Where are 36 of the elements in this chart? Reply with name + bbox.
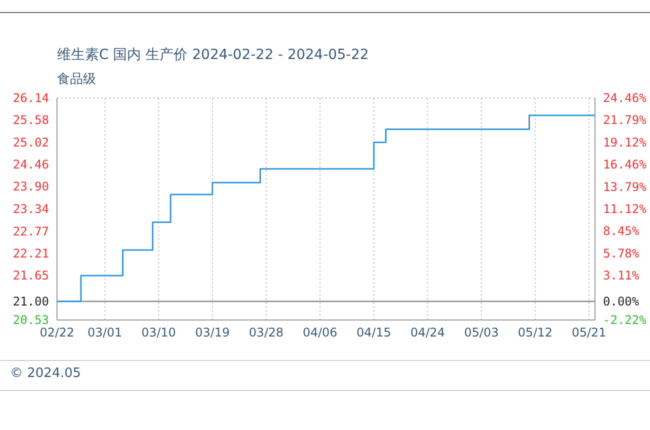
x-tick-label: 05/12 xyxy=(518,326,553,340)
x-tick-label: 03/10 xyxy=(141,326,176,340)
chart-title: 维生素C 国内 生产价 2024-02-22 - 2024-05-22 xyxy=(57,46,369,64)
y-tick-label: 24.46 xyxy=(12,157,49,172)
y-tick-label: 26.14 xyxy=(12,91,49,105)
y2-tick-label: -2.22% xyxy=(603,313,648,327)
x-tick-label: 03/01 xyxy=(88,326,122,340)
y-tick-label: 23.34 xyxy=(12,202,49,216)
y2-tick-label: 13.79% xyxy=(603,180,648,194)
y2-tick-label: 8.45% xyxy=(603,224,640,238)
y2-tick-label: 21.79% xyxy=(603,113,648,128)
y-tick-label: 22.21 xyxy=(12,246,49,261)
chart-subtitle: 食品级 xyxy=(57,71,96,88)
x-tick-label: 03/28 xyxy=(248,326,284,340)
text: © 2024.05 xyxy=(10,366,81,381)
y-tick-label: 23.90 xyxy=(12,180,49,194)
y-tick-label: 25.58 xyxy=(12,113,49,128)
x-tick-label: 05/21 xyxy=(572,326,606,340)
y2-tick-label: 3.11% xyxy=(603,268,640,283)
y2-tick-label: 0.00% xyxy=(603,294,640,309)
y-tick-label: 25.02 xyxy=(12,135,49,150)
y-tick-label: 22.77 xyxy=(12,224,49,238)
y2-tick-label: 11.12% xyxy=(603,202,648,216)
x-tick-label: 04/15 xyxy=(356,326,392,340)
y2-tick-label: 19.12% xyxy=(603,135,648,150)
y-tick-label: 20.53 xyxy=(12,313,49,327)
y-tick-label: 21.00 xyxy=(12,294,49,308)
y2-tick-label: 16.46% xyxy=(603,158,648,172)
x-tick-label: 04/24 xyxy=(410,326,445,340)
x-tick-label: 05/03 xyxy=(464,326,499,340)
y2-tick-label: 5.78% xyxy=(603,246,640,260)
y2-tick-label: 24.46% xyxy=(603,91,648,105)
x-tick-label: 03/19 xyxy=(195,326,230,340)
y-tick-label: 21.65 xyxy=(12,268,49,283)
x-tick-label: 04/06 xyxy=(302,326,338,340)
x-tick-label: 02/22 xyxy=(40,326,74,340)
